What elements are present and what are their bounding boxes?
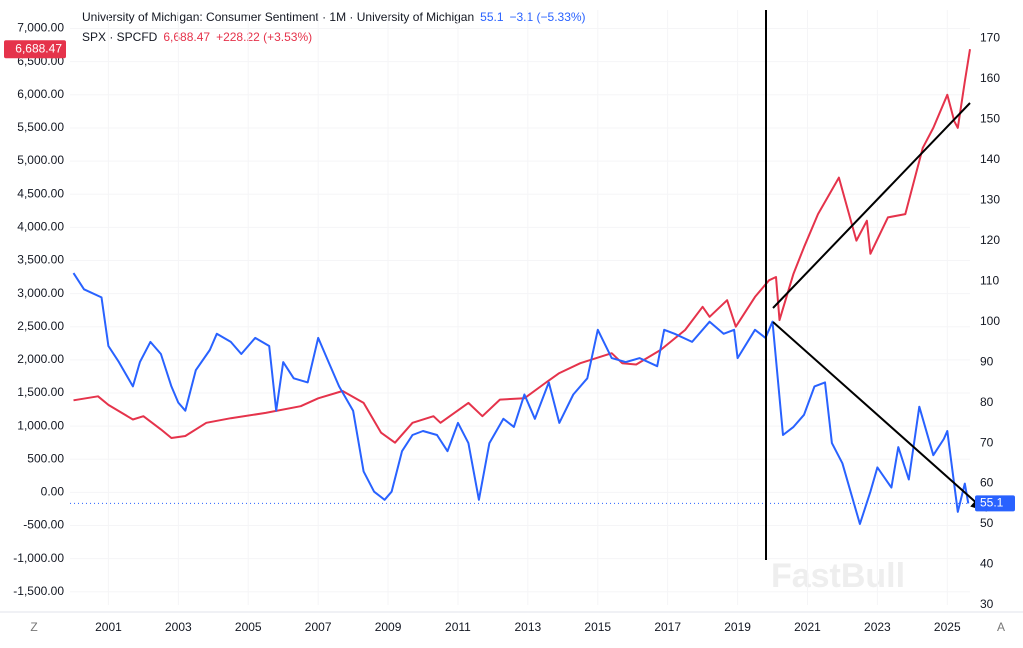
legend-row: University of Michigan: Consumer Sentime… [82, 10, 592, 24]
y2-tick-label: 140 [980, 152, 1000, 166]
x-tick-label: 2017 [654, 620, 681, 634]
legend-name: University of Michigan: Consumer Sentime… [82, 10, 475, 24]
x-tick-label: 2023 [864, 620, 891, 634]
legend-last: 6,688.47 [163, 30, 211, 44]
y2-tick-label: 150 [980, 111, 1000, 125]
trend-line [772, 321, 981, 507]
marks [70, 49, 971, 525]
legend-last: 55.1 [480, 10, 504, 24]
series-line [73, 49, 971, 444]
y2-tick-label: 130 [980, 192, 1000, 206]
x-tick-label: 2021 [794, 620, 821, 634]
y-tick-label: 3,500.00 [17, 253, 64, 267]
y2-tick-label: 110 [980, 273, 999, 287]
y-tick-label: -1,500.00 [13, 584, 64, 598]
y-tick-label: 2,500.00 [17, 319, 64, 333]
y-tick-label: -500.00 [23, 518, 64, 532]
y-tick-label: 1,000.00 [17, 418, 64, 432]
x-tick-label: 2003 [165, 620, 192, 634]
x-tick-label: 2009 [375, 620, 402, 634]
y-tick-label: -1,000.00 [13, 551, 64, 565]
corner-label: Z [30, 620, 37, 634]
corner-label: A [997, 620, 1005, 634]
y-tick-label: 5,500.00 [17, 120, 64, 134]
x-tick-label: 2011 [445, 620, 471, 634]
y-tick-label: 500.00 [27, 451, 64, 465]
y2-tick-label: 160 [980, 71, 1000, 85]
x-tick-label: 2005 [235, 620, 262, 634]
y2-tick-label: 170 [980, 31, 1000, 45]
grid [70, 10, 970, 605]
x-tick-label: 2013 [515, 620, 542, 634]
legend-change: +228.22 (+3.53%) [216, 30, 313, 44]
y-tick-label: 7,000.00 [17, 21, 64, 35]
y2-tick-label: 30 [980, 597, 994, 611]
y-tick-label: 2,000.00 [17, 352, 64, 366]
y-tick-label: 5,000.00 [17, 153, 64, 167]
y-tick-label: 6,000.00 [17, 87, 64, 101]
y2-tick-label: 50 [980, 516, 994, 530]
last-value-label: 6,688.47 [15, 41, 62, 55]
y2-tick-label: 60 [980, 476, 994, 490]
y2-tick-label: 100 [980, 314, 1000, 328]
y2-tick-label: 120 [980, 233, 1000, 247]
legend-name: SPX · SPCFD [82, 30, 158, 44]
last-value-label: 55.1 [980, 496, 1004, 510]
x-tick-label: 2015 [584, 620, 611, 634]
x-tick-label: 2025 [934, 620, 961, 634]
x-tick-label: 2007 [305, 620, 332, 634]
y-tick-label: 4,000.00 [17, 219, 64, 233]
x-tick-label: 2001 [95, 620, 122, 634]
labels: 7,000.006,500.006,000.005,500.005,000.00… [4, 21, 1015, 634]
watermark: FastBull [771, 557, 905, 595]
last-value-badge [4, 40, 66, 59]
y2-tick-label: 80 [980, 395, 994, 409]
y-tick-label: 0.00 [41, 485, 65, 499]
y-tick-label: 4,500.00 [17, 186, 64, 200]
y2-tick-label: 40 [980, 557, 994, 571]
trend-line [772, 102, 971, 309]
y2-tick-label: 90 [980, 354, 994, 368]
y-tick-label: 3,000.00 [17, 286, 64, 300]
y-tick-label: 1,500.00 [17, 385, 64, 399]
series-line [72, 272, 970, 525]
legend-row: SPX · SPCFD 6,688.47 +228.22 (+3.53%) [82, 30, 318, 44]
last-value-badge [975, 495, 1015, 512]
x-tick-label: 2019 [724, 620, 751, 634]
legend-change: −3.1 (−5.33%) [509, 10, 586, 24]
y2-tick-label: 70 [980, 435, 994, 449]
